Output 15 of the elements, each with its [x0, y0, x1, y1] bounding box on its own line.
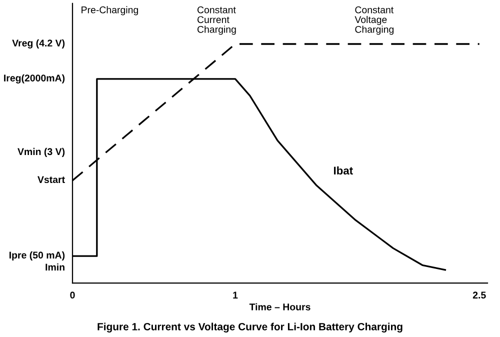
text: Ipre (50 mA): [9, 251, 65, 260]
text: Vstart: [38, 176, 65, 184]
text: Figure 1. Current vs Voltage Curve for Li-Ion Battery Charging: [98, 322, 402, 332]
x-axis-title: Time – Hours: [249, 303, 310, 310]
text: Vmin (3 V): [18, 148, 65, 157]
text: Pre-Charging: [82, 6, 138, 16]
text: Vreg (4.2 V): [12, 39, 65, 48]
series-label: Ibat: [334, 166, 353, 175]
x-tick-label: 2.5: [472, 292, 486, 299]
x-tick-label: 0: [70, 292, 75, 299]
text: Constant Voltage Charging: [354, 6, 394, 35]
text: Imin: [46, 263, 64, 270]
x-tick-label: 1: [233, 292, 238, 298]
text: Ireg(2000mA): [4, 74, 65, 84]
text: Constant Current Charging: [197, 6, 236, 35]
